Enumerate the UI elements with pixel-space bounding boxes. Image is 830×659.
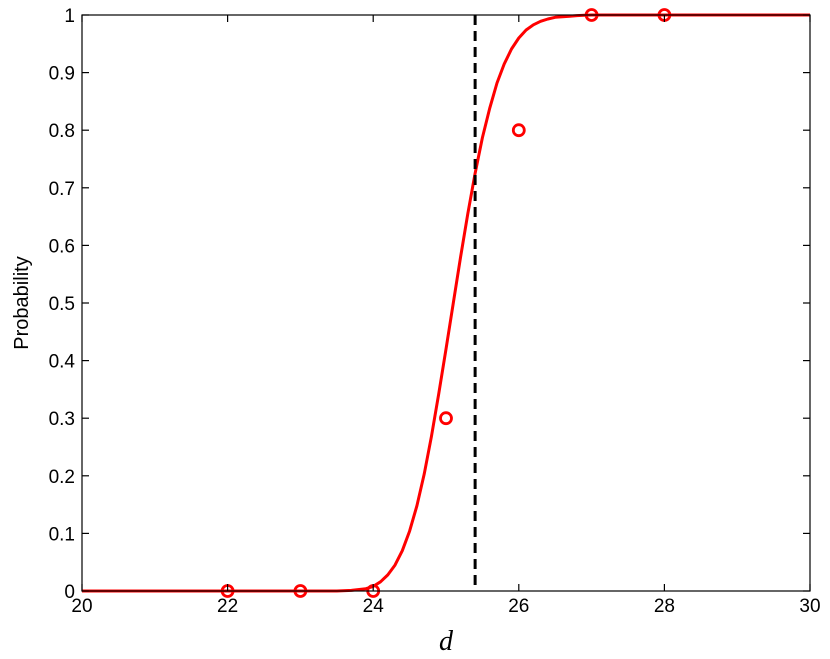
y-tick-label: 0.3 xyxy=(49,409,75,430)
y-tick-label: 1 xyxy=(64,6,75,27)
y-tick-label: 0.6 xyxy=(49,236,75,257)
y-tick-label: 0.2 xyxy=(49,467,75,488)
y-tick-label: 0.5 xyxy=(49,294,75,315)
x-tick-label: 22 xyxy=(217,596,238,617)
x-tick-label: 24 xyxy=(363,596,385,617)
fitted-curve-line xyxy=(82,13,810,593)
plot-area xyxy=(82,15,810,591)
curve-layer xyxy=(82,13,810,593)
data-point-marker xyxy=(511,123,526,138)
x-tick-label: 20 xyxy=(71,596,92,617)
y-axis: 0 0.1 0.2 0.3 0.4 0.5 0.6 0.7 0.8 0.9 1 xyxy=(49,6,810,603)
x-axis: 20 22 24 26 28 30 xyxy=(71,15,821,617)
x-tick-label: 28 xyxy=(654,596,675,617)
y-tick-label: 0.1 xyxy=(49,524,75,545)
data-point-marker xyxy=(439,411,453,426)
x-tick-label: 26 xyxy=(508,596,529,617)
y-axis-label: Probability xyxy=(11,256,33,349)
y-tick-label: 0.7 xyxy=(49,179,75,200)
y-tick-label: 0.9 xyxy=(49,64,75,85)
x-tick-label: 30 xyxy=(799,596,820,617)
y-tick-label: 0.8 xyxy=(49,121,75,142)
y-tick-label: 0 xyxy=(64,582,75,603)
y-tick-label: 0.4 xyxy=(49,352,76,373)
x-axis-label: d xyxy=(439,626,454,657)
